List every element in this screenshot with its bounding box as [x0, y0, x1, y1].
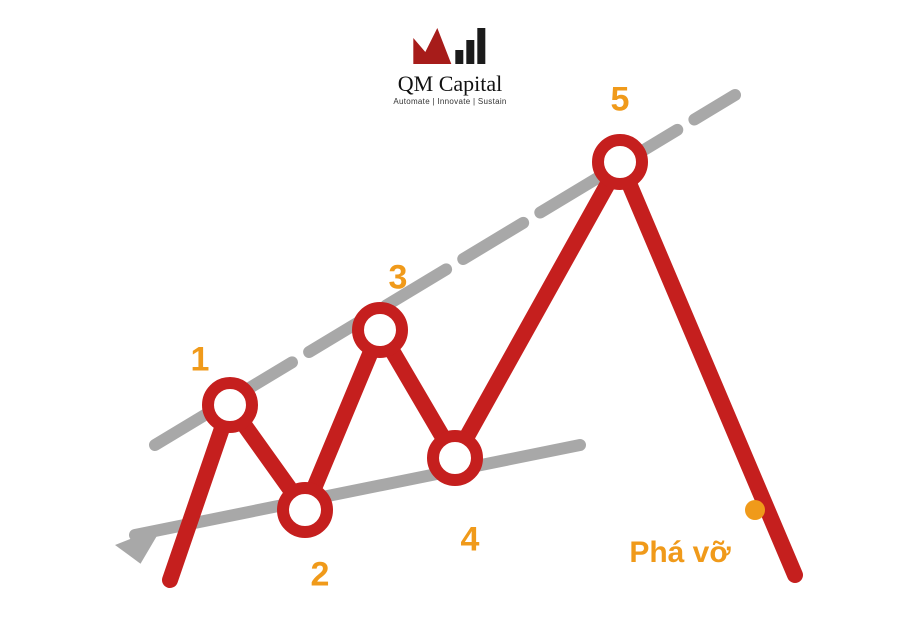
pivot-marker-4 — [433, 436, 477, 480]
pivot-marker-2 — [283, 488, 327, 532]
logo-title: QM Capital — [393, 71, 506, 97]
pivot-marker-3 — [358, 308, 402, 352]
brand-logo: QM CapitalAutomate | Innovate | Sustain — [393, 22, 506, 106]
price-line — [170, 162, 795, 580]
breakout-dot — [745, 500, 765, 520]
logo-mark-icon — [411, 22, 489, 66]
logo-tagline: Automate | Innovate | Sustain — [393, 97, 506, 106]
pivot-marker-5 — [598, 140, 642, 184]
pivot-marker-1 — [208, 383, 252, 427]
